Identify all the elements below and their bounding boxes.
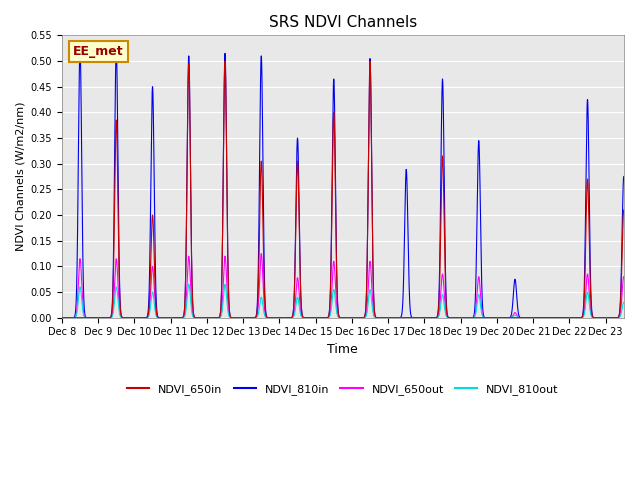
Y-axis label: NDVI Channels (W/m2/nm): NDVI Channels (W/m2/nm) <box>15 102 25 252</box>
Title: SRS NDVI Channels: SRS NDVI Channels <box>269 15 417 30</box>
Legend: NDVI_650in, NDVI_810in, NDVI_650out, NDVI_810out: NDVI_650in, NDVI_810in, NDVI_650out, NDV… <box>123 380 563 399</box>
X-axis label: Time: Time <box>328 343 358 356</box>
Text: EE_met: EE_met <box>73 45 124 58</box>
